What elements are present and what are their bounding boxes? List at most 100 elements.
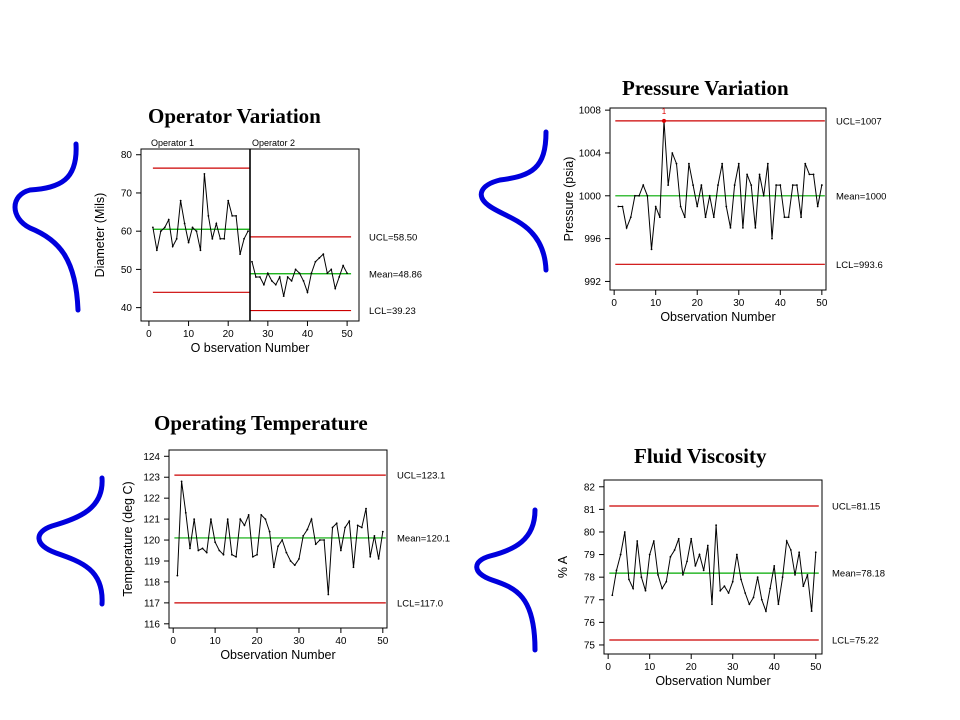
x-tick-label: 20	[251, 636, 263, 647]
data-point	[794, 574, 796, 576]
data-point	[251, 555, 254, 558]
x-tick-label: 10	[183, 329, 195, 340]
data-point	[804, 162, 807, 165]
data-point	[155, 249, 158, 252]
data-point	[214, 541, 217, 544]
fluid-viscosity-title: Fluid Viscosity	[634, 444, 767, 468]
data-point	[692, 184, 694, 186]
x-tick-label: 10	[650, 298, 662, 309]
y-tick-label: 996	[584, 234, 601, 245]
data-point	[773, 564, 776, 567]
x-axis-label: Observation Number	[655, 674, 770, 688]
data-point	[771, 237, 773, 240]
data-point	[681, 574, 684, 576]
data-point	[203, 172, 206, 175]
data-point	[260, 514, 263, 516]
data-point	[727, 592, 730, 594]
y-tick-label: 1000	[579, 191, 602, 202]
y-tick-label: 123	[143, 473, 160, 484]
data-point	[205, 551, 208, 554]
data-point	[179, 199, 182, 202]
data-point	[306, 291, 309, 294]
data-point	[816, 205, 819, 208]
data-point	[278, 276, 281, 278]
data-point	[752, 596, 755, 599]
data-point	[719, 589, 722, 592]
data-point	[742, 227, 744, 229]
data-point	[760, 598, 763, 601]
data-point	[285, 551, 288, 554]
data-point	[615, 569, 618, 572]
x-tick-label: 0	[605, 662, 611, 673]
data-point	[310, 272, 313, 275]
data-point	[748, 603, 751, 606]
data-point	[195, 230, 198, 233]
data-point	[725, 205, 728, 208]
data-point	[381, 530, 384, 533]
limit-label: Mean=78.18	[832, 569, 885, 580]
data-point	[331, 526, 334, 529]
data-point	[201, 547, 204, 550]
data-point	[243, 524, 246, 527]
data-point	[785, 540, 788, 542]
data-point	[197, 549, 200, 552]
data-point	[183, 222, 186, 225]
data-point	[344, 526, 346, 529]
y-tick-label: 79	[584, 550, 596, 561]
x-tick-label: 0	[611, 298, 617, 309]
y-tick-label: 121	[143, 515, 160, 526]
data-point	[171, 245, 174, 248]
y-tick-label: 60	[121, 227, 133, 238]
data-point	[777, 603, 780, 606]
data-point	[219, 237, 222, 240]
data-point	[658, 216, 661, 219]
data-point	[796, 184, 798, 186]
data-point	[628, 578, 630, 581]
out-of-control-label: 1	[662, 107, 667, 116]
data-point	[286, 276, 289, 278]
out-of-control-point	[662, 118, 666, 123]
x-tick-label: 20	[686, 662, 698, 673]
data-point	[679, 205, 682, 208]
y-tick-label: 1004	[579, 148, 602, 159]
data-point	[717, 184, 719, 186]
data-point	[211, 237, 214, 240]
data-point	[715, 524, 718, 527]
data-point	[319, 539, 321, 541]
data-point	[686, 560, 688, 563]
data-point	[318, 257, 321, 259]
data-point	[621, 205, 624, 208]
y-axis-label: % A	[556, 555, 570, 578]
x-tick-label: 40	[335, 636, 347, 647]
y-tick-label: 77	[584, 595, 596, 606]
data-point	[671, 152, 674, 154]
data-point	[163, 226, 166, 229]
limit-label: LCL=39.23	[369, 306, 416, 317]
data-point	[781, 576, 784, 579]
data-point	[636, 540, 639, 542]
data-point	[310, 518, 313, 521]
data-point	[638, 194, 640, 197]
y-tick-label: 992	[584, 277, 601, 288]
x-tick-label: 50	[816, 298, 828, 309]
data-point	[694, 564, 697, 567]
data-point	[322, 253, 325, 256]
data-point	[339, 549, 342, 552]
data-point	[721, 162, 724, 165]
data-point	[698, 553, 701, 556]
data-point	[665, 580, 668, 583]
data-point	[327, 593, 330, 596]
data-point	[820, 184, 823, 186]
data-point	[812, 173, 815, 176]
data-point	[314, 543, 317, 546]
data-point	[696, 205, 699, 208]
data-point	[210, 518, 212, 521]
data-point	[266, 272, 269, 275]
data-point	[723, 585, 726, 588]
data-point	[632, 587, 634, 590]
plot-frame	[609, 107, 827, 291]
data-point	[330, 268, 333, 271]
data-point	[306, 528, 309, 531]
y-tick-label: 80	[121, 150, 133, 161]
